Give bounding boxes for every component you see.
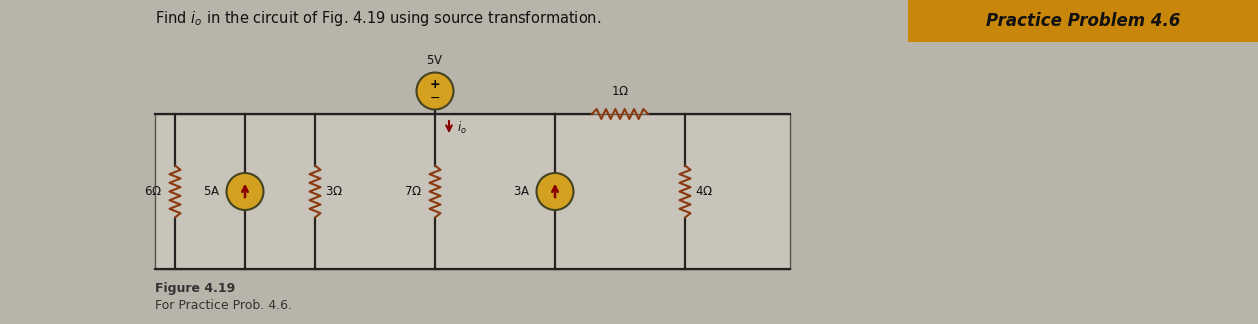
- Text: $3\mathrm{A}$: $3\mathrm{A}$: [512, 185, 530, 198]
- Text: +: +: [430, 78, 440, 91]
- Text: $5\mathrm{A}$: $5\mathrm{A}$: [203, 185, 220, 198]
- Text: $1\Omega$: $1\Omega$: [611, 85, 629, 98]
- Text: $3\Omega$: $3\Omega$: [325, 185, 343, 198]
- Circle shape: [226, 173, 263, 210]
- Text: $i_o$: $i_o$: [457, 120, 467, 136]
- Text: $5\mathrm{V}$: $5\mathrm{V}$: [426, 54, 444, 67]
- Circle shape: [416, 73, 453, 110]
- Text: $7\Omega$: $7\Omega$: [404, 185, 421, 198]
- Bar: [908, 0, 1258, 42]
- Circle shape: [536, 173, 574, 210]
- Text: $4\Omega$: $4\Omega$: [694, 185, 713, 198]
- Text: −: −: [430, 91, 440, 105]
- Text: Practice Problem 4.6: Practice Problem 4.6: [986, 12, 1180, 30]
- Text: $6\Omega$: $6\Omega$: [143, 185, 162, 198]
- Text: For Practice Prob. 4.6.: For Practice Prob. 4.6.: [155, 299, 292, 312]
- Text: Figure 4.19: Figure 4.19: [155, 282, 235, 295]
- Bar: [155, 114, 790, 269]
- Text: Find $i_o$ in the circuit of Fig. 4.19 using source transformation.: Find $i_o$ in the circuit of Fig. 4.19 u…: [155, 9, 601, 29]
